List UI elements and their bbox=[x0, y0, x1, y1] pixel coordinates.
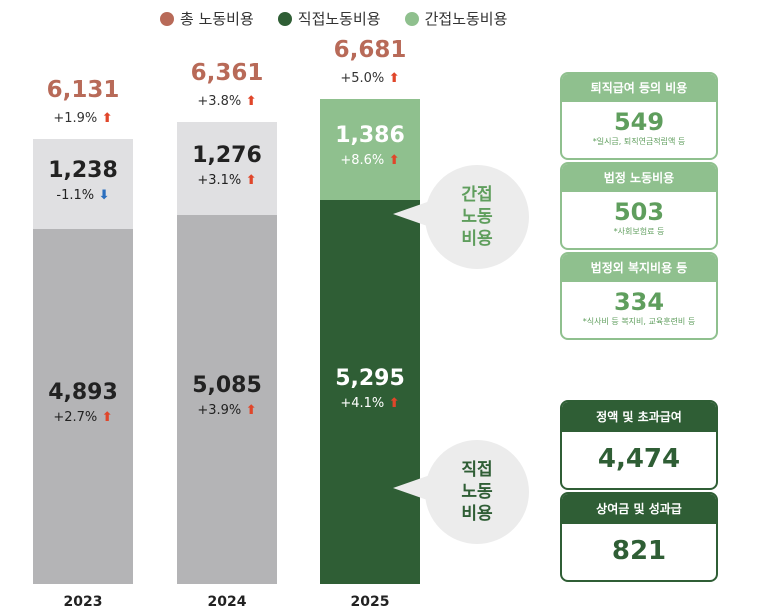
bar-segment-direct bbox=[320, 199, 420, 584]
arrow-up-icon: ⬆ bbox=[384, 70, 400, 86]
indirect-card-legal: 법정 노동비용 503 *사회보험료 등 bbox=[560, 162, 718, 250]
change-text: +3.9% bbox=[197, 403, 242, 419]
legend-item-total: 총 노동비용 bbox=[160, 8, 254, 29]
legend-dot-direct bbox=[277, 11, 292, 26]
card-note: *식사비 등 복지비, 교육훈련비 등 bbox=[582, 317, 696, 326]
card-value: 821 bbox=[611, 536, 667, 566]
legend-dot-total bbox=[160, 11, 174, 26]
change-text: +1.9% bbox=[53, 110, 98, 126]
indirect-value-label: 1,276 bbox=[192, 142, 262, 168]
arrow-up-icon: ⬆ bbox=[97, 410, 113, 426]
card-title: 퇴직급여 등의 비용 bbox=[562, 74, 716, 102]
total-change-label: +3.8% ⬆ bbox=[177, 94, 277, 109]
indirect-value-label: 1,238 bbox=[48, 157, 118, 183]
card-value: 4,474 bbox=[597, 444, 681, 474]
indirect-change-label: +3.1% ⬆ bbox=[177, 173, 277, 188]
card-value: 549 bbox=[613, 108, 665, 136]
total-change-label: +1.9% ⬆ bbox=[33, 111, 133, 126]
legend: 총 노동비용 직접노동비용 간접노동비용 bbox=[160, 8, 507, 29]
indirect-card-welfare: 법정외 복지비용 등 334 *식사비 등 복지비, 교육훈련비 등 bbox=[560, 252, 718, 340]
arrow-up-icon: ⬆ bbox=[241, 172, 257, 188]
legend-label-total: 총 노동비용 bbox=[180, 10, 254, 28]
card-value: 334 bbox=[613, 288, 665, 316]
indirect-bubble-label: 간접 노동 비용 bbox=[461, 185, 493, 249]
indirect-change-label: +8.6% ⬆ bbox=[320, 153, 420, 168]
legend-item-direct: 직접노동비용 bbox=[277, 8, 381, 29]
change-text: +5.0% bbox=[340, 70, 385, 86]
direct-value-label: 5,295 bbox=[335, 365, 405, 391]
year-label: 2024 bbox=[207, 594, 247, 610]
indirect-card-retirement: 퇴직급여 등의 비용 549 *일시금, 퇴직연금적립액 등 bbox=[560, 72, 718, 160]
change-text: -1.1% bbox=[56, 187, 95, 203]
change-text: +4.1% bbox=[340, 395, 385, 411]
bar-segment-direct bbox=[33, 228, 133, 584]
direct-value-label: 4,893 bbox=[48, 380, 118, 406]
arrow-down-icon: ⬇ bbox=[94, 187, 110, 203]
direct-card-regular-pay: 정액 및 초과급여 4,474 bbox=[560, 400, 718, 490]
direct-cost-bubble: 직접 노동 비용 bbox=[425, 440, 529, 544]
arrow-up-icon: ⬆ bbox=[241, 403, 257, 419]
total-value-label: 6,681 bbox=[333, 36, 407, 63]
bar-segment-indirect bbox=[33, 138, 133, 229]
bar-segment-indirect bbox=[320, 98, 420, 200]
direct-value-label: 5,085 bbox=[192, 373, 262, 399]
arrow-up-icon: ⬆ bbox=[241, 94, 257, 110]
change-text: +3.8% bbox=[197, 94, 242, 110]
card-title: 정액 및 초과급여 bbox=[562, 402, 716, 432]
legend-dot-indirect bbox=[404, 11, 419, 26]
direct-card-bonus: 상여금 및 성과급 821 bbox=[560, 492, 718, 582]
card-title: 법정 노동비용 bbox=[562, 164, 716, 192]
card-title: 상여금 및 성과급 bbox=[562, 494, 716, 524]
change-text: +3.1% bbox=[197, 172, 242, 188]
legend-item-indirect: 간접노동비용 bbox=[404, 8, 508, 29]
change-text: +8.6% bbox=[340, 153, 385, 169]
bar-segment-indirect bbox=[177, 122, 277, 215]
legend-label-direct: 직접노동비용 bbox=[297, 10, 381, 28]
indirect-value-label: 1,386 bbox=[335, 123, 405, 149]
arrow-up-icon: ⬆ bbox=[384, 153, 400, 169]
year-label: 2025 bbox=[350, 594, 390, 610]
total-change-label: +5.0% ⬆ bbox=[320, 71, 420, 86]
bar-segment-direct bbox=[177, 214, 277, 584]
card-value: 503 bbox=[613, 198, 665, 226]
card-title: 법정외 복지비용 등 bbox=[562, 254, 716, 282]
total-value-label: 6,361 bbox=[190, 60, 264, 87]
legend-label-indirect: 간접노동비용 bbox=[424, 10, 508, 28]
direct-change-label: +4.1% ⬆ bbox=[320, 396, 420, 411]
change-text: +2.7% bbox=[53, 410, 98, 426]
direct-change-label: +3.9% ⬆ bbox=[177, 403, 277, 418]
arrow-up-icon: ⬆ bbox=[384, 395, 400, 411]
indirect-cost-bubble: 간접 노동 비용 bbox=[425, 165, 529, 269]
card-note: *사회보험료 등 bbox=[613, 227, 665, 236]
total-value-label: 6,131 bbox=[46, 76, 120, 103]
indirect-change-label: -1.1% ⬇ bbox=[33, 188, 133, 203]
card-note: *일시금, 퇴직연금적립액 등 bbox=[592, 137, 686, 146]
arrow-up-icon: ⬆ bbox=[97, 110, 113, 126]
direct-bubble-label: 직접 노동 비용 bbox=[461, 460, 493, 524]
direct-change-label: +2.7% ⬆ bbox=[33, 410, 133, 425]
year-label: 2023 bbox=[63, 594, 103, 610]
